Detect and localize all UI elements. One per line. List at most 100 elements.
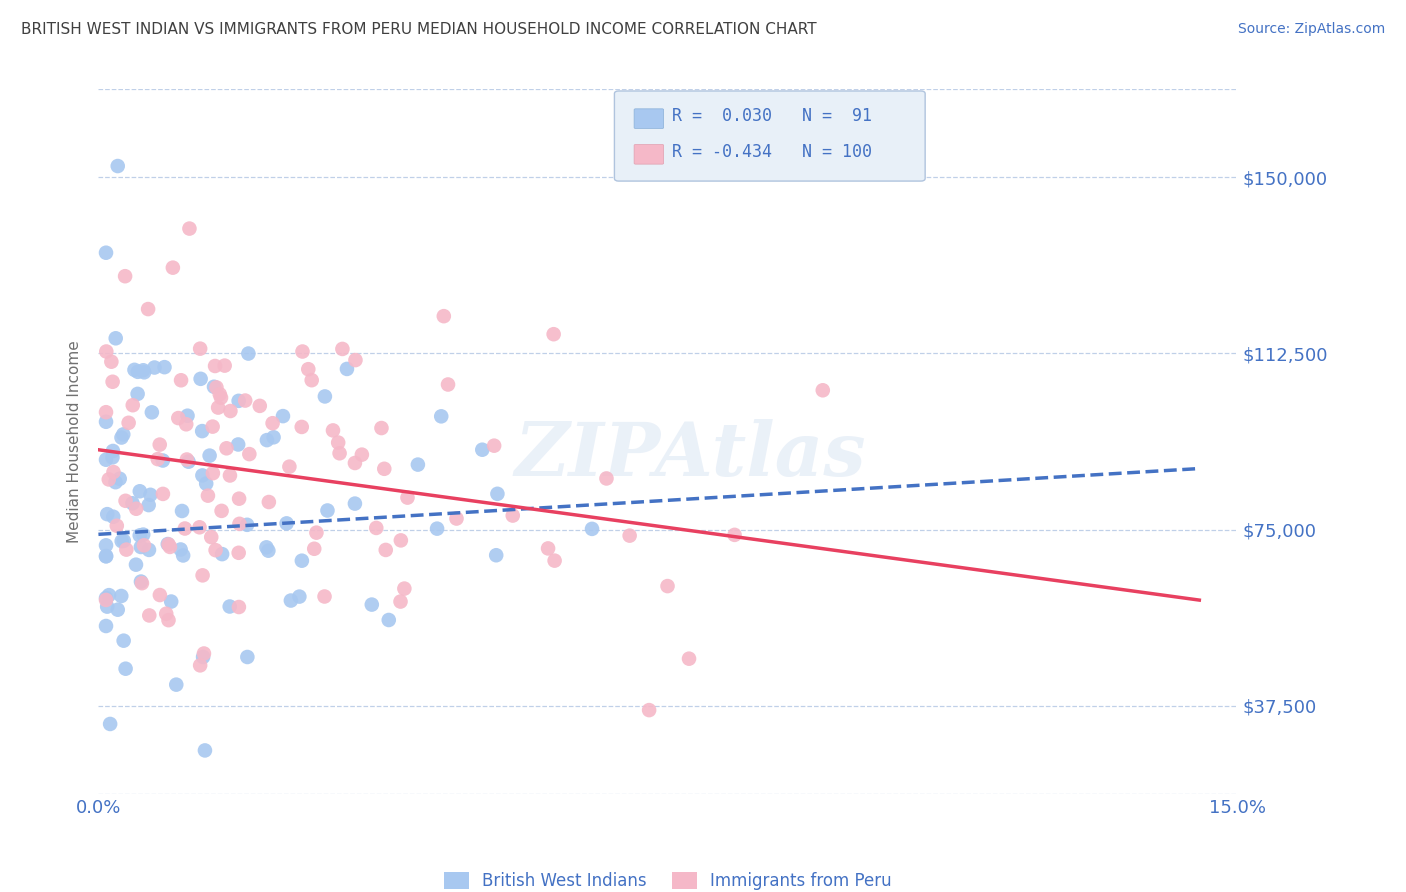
- Point: [482, 439, 505, 453]
- Point: [638, 703, 661, 717]
- Point: [157, 537, 180, 551]
- Point: [94, 415, 117, 429]
- Point: [188, 658, 211, 673]
- Point: [257, 543, 280, 558]
- Point: [167, 411, 190, 425]
- Point: [162, 260, 184, 275]
- Point: [138, 542, 160, 557]
- Point: [256, 433, 278, 447]
- Point: [172, 549, 194, 563]
- Point: [169, 542, 191, 557]
- Point: [176, 409, 198, 423]
- Point: [204, 359, 226, 373]
- Point: [314, 590, 336, 604]
- Point: [98, 717, 121, 731]
- Point: [114, 662, 136, 676]
- Point: [430, 409, 453, 424]
- Point: [297, 362, 319, 376]
- Point: [257, 495, 280, 509]
- Point: [96, 344, 118, 359]
- Point: [322, 424, 344, 438]
- Point: [157, 613, 180, 627]
- Point: [389, 594, 412, 608]
- Point: [94, 405, 117, 419]
- Point: [595, 471, 617, 485]
- Point: [136, 301, 159, 316]
- Point: [291, 420, 314, 434]
- Point: [111, 534, 134, 549]
- Point: [249, 399, 271, 413]
- Point: [191, 568, 214, 582]
- Point: [276, 516, 298, 531]
- Point: [228, 393, 250, 408]
- Point: [543, 327, 565, 342]
- Point: [433, 309, 456, 323]
- Point: [96, 507, 118, 521]
- Point: [138, 608, 160, 623]
- Point: [195, 476, 218, 491]
- Point: [188, 342, 211, 356]
- Point: [426, 522, 449, 536]
- Point: [288, 590, 311, 604]
- Point: [132, 527, 155, 541]
- Point: [218, 599, 240, 614]
- Point: [236, 517, 259, 532]
- Point: [263, 430, 285, 444]
- Point: [101, 450, 124, 465]
- Point: [107, 603, 129, 617]
- Point: [114, 269, 136, 284]
- Point: [262, 416, 284, 430]
- Point: [233, 393, 256, 408]
- Point: [205, 380, 228, 394]
- Point: [254, 541, 277, 555]
- Point: [193, 647, 215, 661]
- Point: [104, 475, 127, 490]
- Point: [208, 387, 231, 401]
- Point: [139, 488, 162, 502]
- Text: BRITISH WEST INDIAN VS IMMIGRANTS FROM PERU MEDIAN HOUSEHOLD INCOME CORRELATION : BRITISH WEST INDIAN VS IMMIGRANTS FROM P…: [21, 22, 817, 37]
- Point: [228, 546, 250, 560]
- Point: [271, 409, 294, 423]
- Point: [226, 437, 249, 451]
- Point: [502, 508, 524, 523]
- Point: [100, 354, 122, 368]
- Point: [94, 538, 117, 552]
- Point: [128, 484, 150, 499]
- Point: [128, 528, 150, 542]
- Point: [101, 375, 124, 389]
- Point: [121, 398, 143, 412]
- Point: [94, 593, 117, 607]
- Point: [194, 743, 217, 757]
- Point: [197, 489, 219, 503]
- Point: [332, 342, 354, 356]
- Point: [129, 574, 152, 589]
- Point: [124, 363, 146, 377]
- Point: [94, 549, 117, 563]
- Point: [201, 466, 224, 480]
- Point: [343, 456, 366, 470]
- Point: [305, 525, 328, 540]
- Point: [301, 373, 323, 387]
- Text: Source: ZipAtlas.com: Source: ZipAtlas.com: [1237, 22, 1385, 37]
- Point: [389, 533, 412, 548]
- Point: [191, 468, 214, 483]
- Point: [190, 372, 212, 386]
- Point: [125, 501, 148, 516]
- Point: [236, 650, 259, 665]
- Point: [219, 404, 242, 418]
- Point: [94, 591, 117, 605]
- Point: [214, 359, 236, 373]
- Point: [110, 589, 132, 603]
- Point: [204, 543, 226, 558]
- Point: [149, 588, 172, 602]
- Point: [138, 498, 160, 512]
- Point: [127, 387, 149, 401]
- Point: [107, 159, 129, 173]
- Point: [141, 405, 163, 419]
- Point: [177, 455, 200, 469]
- Point: [104, 331, 127, 345]
- Point: [114, 493, 136, 508]
- Point: [188, 520, 211, 534]
- Point: [165, 678, 187, 692]
- Point: [278, 459, 301, 474]
